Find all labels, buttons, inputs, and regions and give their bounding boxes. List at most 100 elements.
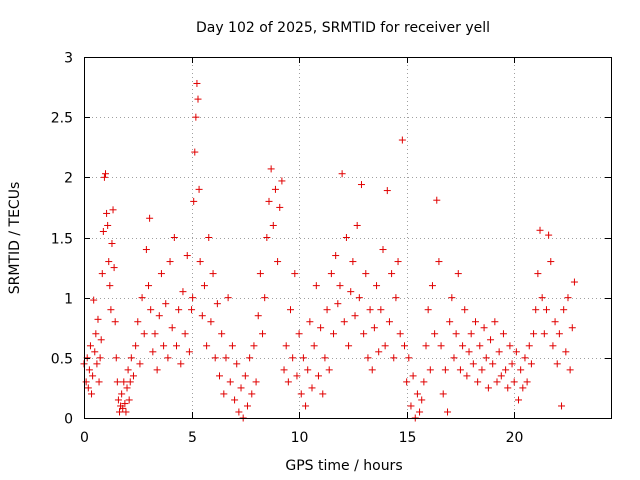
data-point-marker (330, 330, 338, 338)
x-tick-label: 15 (399, 430, 417, 446)
data-point-marker (191, 148, 199, 156)
data-point-marker (366, 306, 374, 314)
data-point-marker (88, 390, 96, 398)
y-tick-label: 2.5 (51, 111, 73, 127)
data-point-marker (94, 315, 102, 323)
data-point-marker (241, 372, 249, 380)
y-tick-label: 0 (64, 412, 73, 428)
data-point-marker (474, 378, 482, 386)
data-point-marker (302, 402, 310, 410)
data-point-marker (97, 336, 105, 344)
data-point-marker (82, 378, 90, 386)
data-point-marker (119, 404, 127, 412)
data-points (80, 79, 578, 422)
data-point-marker (222, 354, 230, 362)
data-point-marker (216, 372, 224, 380)
data-point-marker (413, 390, 421, 398)
data-point-marker (114, 396, 122, 404)
data-point-marker (190, 197, 198, 205)
grid-lines (84, 57, 611, 418)
data-point-marker (145, 282, 153, 290)
data-point-marker (162, 300, 170, 308)
data-point-marker (570, 278, 578, 286)
data-point-marker (134, 318, 142, 326)
data-point-marker (84, 384, 92, 392)
data-point-marker (112, 354, 120, 362)
data-point-marker (444, 408, 452, 416)
data-point-marker (508, 360, 516, 368)
data-point-marker (172, 342, 180, 350)
data-point-marker (168, 324, 176, 332)
data-point-marker (418, 396, 426, 404)
data-point-marker (499, 330, 507, 338)
data-point-marker (164, 354, 172, 362)
data-point-marker (388, 270, 396, 278)
data-point-marker (385, 318, 393, 326)
data-point-marker (480, 324, 488, 332)
data-point-marker (90, 296, 98, 304)
data-point-marker (118, 390, 126, 398)
data-point-marker (428, 282, 436, 290)
data-point-marker (105, 258, 113, 266)
y-tick-label: 2 (64, 171, 73, 187)
data-point-marker (261, 294, 269, 302)
data-point-marker (327, 270, 335, 278)
data-point-marker (203, 342, 211, 350)
data-point-marker (188, 306, 196, 314)
data-point-marker (530, 330, 538, 338)
data-point-marker (448, 294, 456, 302)
data-point-marker (355, 294, 363, 302)
data-point-marker (170, 234, 178, 241)
data-point-marker (147, 306, 155, 314)
data-point-marker (263, 234, 271, 241)
data-point-marker (446, 318, 454, 326)
data-point-marker (127, 354, 135, 362)
data-point-marker (375, 348, 383, 356)
data-point-marker (317, 324, 325, 332)
data-point-marker (495, 348, 503, 356)
data-point-marker (519, 384, 527, 392)
data-point-marker (86, 342, 94, 350)
data-point-marker (420, 378, 428, 386)
data-point-marker (534, 270, 542, 278)
data-point-marker (547, 258, 555, 266)
data-point-marker (459, 342, 467, 350)
data-point-marker (396, 330, 404, 338)
data-point-marker (151, 330, 159, 338)
data-point-marker (471, 318, 479, 326)
data-point-marker (527, 360, 535, 368)
data-point-marker (357, 181, 365, 189)
chart-title: Day 102 of 2025, SRMTID for receiver yel… (196, 20, 490, 36)
data-point-marker (368, 366, 376, 374)
y-axis-label: SRMTID / TECUs (7, 182, 23, 295)
data-point-marker (181, 330, 189, 338)
data-point-marker (551, 318, 559, 326)
data-point-marker (271, 185, 279, 193)
data-point-marker (553, 360, 561, 368)
data-point-marker (439, 390, 447, 398)
data-point-marker (235, 408, 243, 416)
data-point-marker (491, 318, 499, 326)
data-point-marker (196, 258, 204, 266)
data-point-marker (211, 354, 219, 362)
data-point-marker (538, 294, 546, 302)
data-point-marker (200, 282, 208, 290)
data-point-marker (237, 384, 245, 392)
data-point-marker (96, 354, 104, 362)
x-axis: 0 5 10 15 20 (80, 57, 523, 446)
data-point-marker (497, 372, 505, 380)
data-point-marker (456, 366, 464, 374)
data-point-marker (521, 354, 529, 362)
data-point-marker (95, 378, 103, 386)
data-point-marker (381, 342, 389, 350)
data-point-marker (489, 360, 497, 368)
data-point-marker (243, 402, 251, 410)
data-point-marker (515, 396, 523, 404)
data-point-marker (231, 396, 239, 404)
data-point-marker (493, 378, 501, 386)
data-point-marker (510, 378, 518, 386)
data-point-marker (136, 360, 144, 368)
data-point-marker (189, 294, 197, 302)
data-point-marker (525, 342, 533, 350)
data-point-marker (351, 312, 359, 320)
